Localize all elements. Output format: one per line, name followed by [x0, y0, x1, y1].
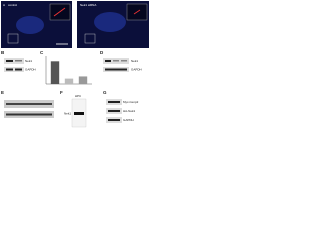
band	[105, 68, 127, 71]
condition-label: control	[8, 3, 17, 7]
nuclei	[94, 12, 126, 32]
panel-letter: F	[60, 90, 63, 95]
panel-letter: B	[1, 50, 5, 55]
condition-label: Nek1 siRNA	[80, 3, 96, 7]
band	[108, 110, 120, 112]
panel-letter: C	[40, 50, 44, 55]
figure: A control Nek1 siRNA B Nek1 GAPDH C D Ne…	[1, 1, 149, 128]
blot	[4, 67, 24, 72]
band-label: Nek1	[25, 59, 32, 63]
band-label: Myc-Cenp2	[123, 100, 139, 104]
cilium	[53, 7, 66, 17]
panel-letter: D	[100, 50, 104, 55]
band	[6, 60, 13, 62]
page: {"panels": { "a": {"letter": "A", "left_…	[0, 0, 150, 131]
band-label: Nek1	[131, 59, 138, 63]
band-label: GAPDH	[25, 67, 36, 71]
band-label: GAPDH	[131, 67, 142, 71]
band	[108, 119, 120, 121]
band	[6, 68, 13, 71]
nuclei	[16, 16, 44, 34]
band	[113, 60, 119, 62]
bar	[64, 78, 74, 84]
bar	[78, 76, 88, 84]
band	[105, 60, 111, 62]
band	[74, 112, 84, 115]
band	[6, 103, 52, 105]
band	[108, 101, 120, 103]
panel-letter: G	[103, 90, 107, 95]
band	[6, 113, 52, 116]
roi-box	[7, 33, 19, 44]
band-label: GAPDH	[123, 118, 134, 122]
blot	[4, 58, 24, 64]
panel-letter: E	[1, 90, 4, 95]
panel-letter: A	[3, 3, 5, 7]
band	[15, 68, 22, 71]
band	[15, 60, 22, 62]
bar	[50, 61, 60, 84]
band-label: HA-Nek1	[123, 109, 136, 113]
cilium	[133, 9, 141, 15]
band	[121, 60, 127, 62]
roi-box	[84, 33, 96, 44]
lane-label: HPC	[75, 94, 82, 98]
band-label: Nek1	[64, 111, 71, 115]
